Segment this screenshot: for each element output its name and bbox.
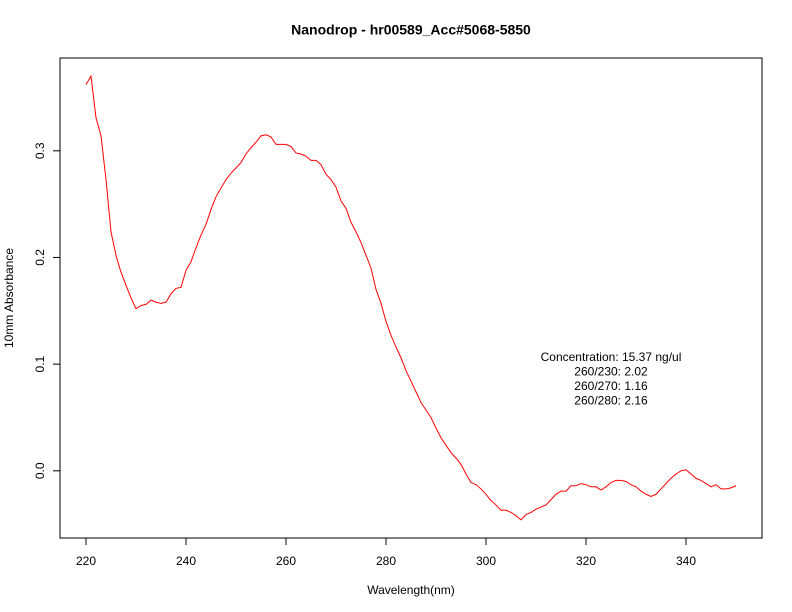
data-line bbox=[85, 74, 737, 521]
y-tick-label: 0.0 bbox=[33, 462, 47, 479]
annotation: 260/230: 2.02 bbox=[574, 365, 648, 379]
x-tick-label: 220 bbox=[76, 554, 96, 568]
annotation: Concentration: 15.37 ng/ul bbox=[541, 350, 682, 364]
chart-title: Nanodrop - hr00589_Acc#5068-5850 bbox=[291, 22, 531, 38]
x-tick-label: 340 bbox=[676, 554, 696, 568]
x-tick-label: 280 bbox=[376, 554, 396, 568]
x-tick-label: 240 bbox=[176, 554, 196, 568]
y-axis-label: 10mm Absorbance bbox=[2, 248, 16, 348]
y-tick-label: 0.1 bbox=[33, 355, 47, 372]
x-axis-label: Wavelength(nm) bbox=[367, 583, 455, 597]
x-tick-label: 260 bbox=[276, 554, 296, 568]
x-tick-label: 300 bbox=[476, 554, 496, 568]
y-tick-label: 0.2 bbox=[33, 249, 47, 266]
annotation: 260/280: 2.16 bbox=[574, 394, 648, 408]
plot-frame bbox=[59, 57, 763, 539]
y-tick-label: 0.3 bbox=[33, 142, 47, 159]
x-tick-label: 320 bbox=[576, 554, 596, 568]
annotation: 260/270: 1.16 bbox=[574, 379, 648, 393]
